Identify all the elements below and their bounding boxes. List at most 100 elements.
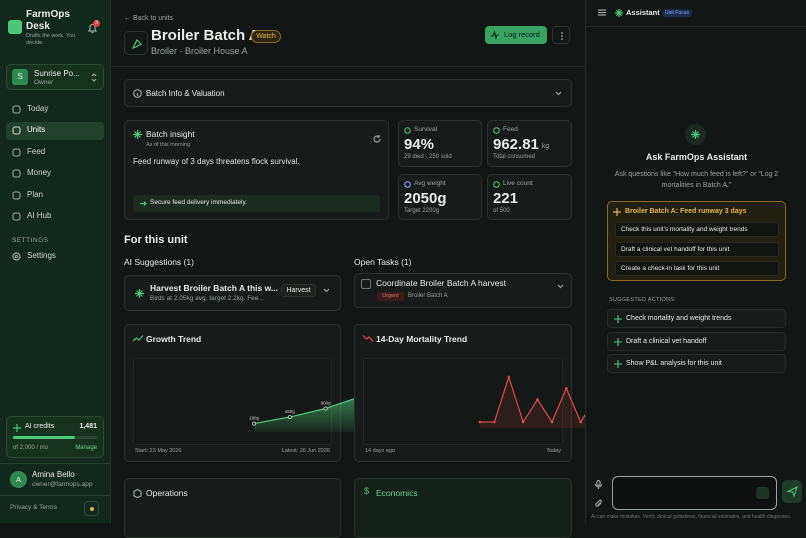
- log-record-button[interactable]: Log record: [485, 26, 547, 44]
- privacy-link[interactable]: Privacy & Terms: [10, 504, 57, 511]
- element: [13, 424, 21, 432]
- mic-icon[interactable]: [594, 479, 603, 489]
- nav-item[interactable]: Feed: [27, 147, 46, 156]
- element: [613, 208, 621, 216]
- nav-item[interactable]: Units: [27, 125, 46, 134]
- trend-icon: [132, 335, 144, 342]
- batch-info-toggle[interactable]: Batch Info & Valuation: [124, 79, 572, 107]
- chevron: [557, 284, 564, 289]
- more-button[interactable]: [552, 26, 570, 44]
- chart-title: 14-Day Mortality Trend: [376, 334, 468, 344]
- theme-toggle[interactable]: [84, 501, 99, 516]
- brand: FarmOps Desk: [26, 9, 70, 32]
- point: [550, 420, 554, 424]
- stat-note: of 500: [493, 208, 510, 214]
- stat-card: Survival 94% 29 died · 250 sold: [398, 120, 482, 167]
- insight-action[interactable]: Secure feed delivery immediately.: [133, 195, 380, 212]
- disclaimer: AI can make mistakes. Verify clinical gu…: [591, 514, 792, 520]
- point-label: 450g: [285, 409, 296, 414]
- message-input[interactable]: [612, 476, 777, 510]
- element: [133, 488, 142, 499]
- credits-track: [13, 436, 97, 439]
- insight-text: Feed runway of 3 days threatens flock su…: [133, 157, 300, 166]
- spark-icon: [613, 208, 621, 216]
- refresh-icon[interactable]: [373, 135, 381, 143]
- element: [491, 30, 499, 40]
- point-label: 180g: [249, 416, 260, 421]
- point: [536, 398, 539, 401]
- stat-value: 962.81: [493, 136, 539, 153]
- spark-icon: [615, 9, 623, 17]
- element: [561, 32, 563, 34]
- menu-icon[interactable]: [598, 9, 606, 16]
- manage-link[interactable]: Manage: [75, 445, 97, 451]
- nav-icon: [12, 212, 21, 221]
- action-label: Draft a clinical vet handoff: [626, 337, 707, 345]
- collapsible-title: Batch Info & Valuation: [146, 89, 225, 98]
- suggested-action[interactable]: Check mortality and weight trends: [607, 309, 786, 328]
- action-icon: [614, 360, 622, 368]
- stat-label: Survival: [414, 126, 438, 133]
- sun-icon: [90, 507, 94, 511]
- unit-icon-box: [124, 31, 148, 55]
- stat-note: Target 2200g: [404, 208, 440, 214]
- suggestion-card[interactable]: Harvest Broiler Batch A this w... Birds …: [124, 275, 341, 311]
- nav-item[interactable]: Settings: [27, 251, 56, 260]
- stat-value: 94%: [404, 136, 435, 153]
- alert-option[interactable]: Create a check-in task for this unit: [615, 261, 779, 276]
- task-checkbox[interactable]: [361, 279, 371, 289]
- spark-icon: [691, 130, 700, 139]
- credits-used: 1,481: [79, 423, 97, 430]
- credits-fill: [13, 436, 76, 439]
- nav-item[interactable]: Money: [27, 168, 52, 177]
- alert-option[interactable]: Check this unit's mortality and weight t…: [615, 222, 779, 237]
- send-button[interactable]: [782, 480, 802, 503]
- notification-badge: 3: [93, 20, 100, 27]
- nav-icon: [12, 126, 21, 135]
- alert-card: Broiler Batch A: Feed runway 3 days Chec…: [607, 201, 786, 281]
- icon-shape: [12, 126, 21, 135]
- task-card[interactable]: Coordinate Broiler Batch A harvest Urgen…: [354, 273, 572, 308]
- icon-shape: [493, 181, 500, 188]
- action-label: Show P&L analysis for this unit: [626, 360, 722, 367]
- element: [595, 499, 602, 507]
- stat-icon: [493, 127, 500, 134]
- element: [561, 35, 563, 37]
- insight-action-text: Secure feed delivery immediately.: [150, 199, 248, 206]
- element: [135, 289, 144, 298]
- stat-label: Feed: [503, 126, 518, 133]
- back-link[interactable]: ← Back to units: [124, 15, 174, 22]
- divider: [586, 26, 806, 27]
- attach-icon[interactable]: [595, 499, 603, 508]
- suggested-heading: SUGGESTED ACTIONS:: [609, 297, 677, 303]
- icon-shape: [493, 127, 500, 134]
- stat-card: Avg weight 2050g Target 2200g: [398, 174, 482, 220]
- stat-icon: [404, 181, 411, 188]
- chevron: [323, 288, 330, 293]
- point: [478, 420, 482, 424]
- point: [287, 415, 292, 419]
- nav-item[interactable]: Today: [27, 104, 49, 113]
- unit-icon: [131, 38, 142, 50]
- stat-card: Feed 962.81 kg Total consumed: [487, 120, 572, 167]
- stat-value: 2050g: [404, 190, 447, 207]
- icon-shape: [614, 315, 622, 323]
- task-unit: Broiler Batch A: [408, 293, 448, 299]
- section-card: Operations: [124, 478, 341, 538]
- alert-option[interactable]: Draft a clinical vet handoff for this un…: [615, 241, 779, 257]
- voice-button[interactable]: [756, 487, 769, 499]
- suggested-action[interactable]: Draft a clinical vet handoff: [607, 331, 786, 351]
- suggested-action[interactable]: Show P&L analysis for this unit: [607, 354, 786, 373]
- section-card-title: Economics: [376, 488, 418, 498]
- box-icon: [133, 488, 142, 499]
- pulse-icon: [491, 30, 499, 40]
- farm-selector[interactable]: S Sunrise Po... Owner: [6, 64, 104, 90]
- nav-item[interactable]: Plan: [27, 190, 44, 199]
- icon-shape: [12, 169, 21, 178]
- nav-item[interactable]: AI Hub: [27, 211, 52, 220]
- credits-label: AI credits: [25, 423, 55, 430]
- element: [14, 254, 19, 259]
- page-title: Broiler Batch A: [151, 27, 260, 44]
- element: [133, 89, 142, 98]
- stat-note: Total consumed: [493, 154, 536, 160]
